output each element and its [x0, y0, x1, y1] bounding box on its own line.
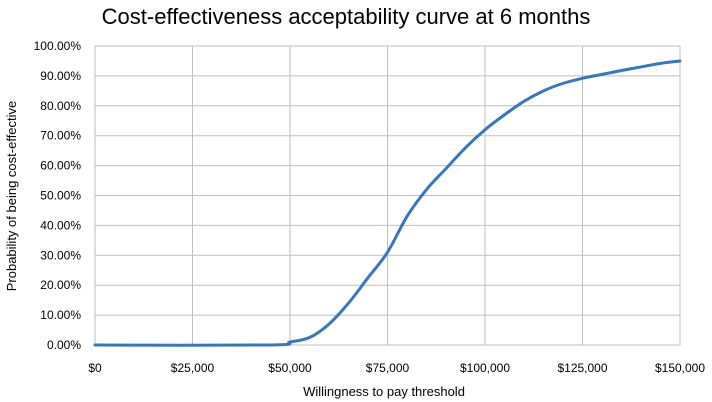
x-tick-label: $150,000: [655, 361, 705, 375]
series-line: [93, 59, 682, 347]
x-axis-ticks: $0 $25,000 $50,000 $75,000 $100,000 $125,000 $…: [88, 361, 705, 375]
y-tick-label: 50.00%: [40, 189, 81, 203]
series-layer: [93, 59, 682, 347]
x-axis-title: Willingness to pay threshold: [303, 384, 465, 399]
y-axis-ticks: 0.00% 10.00% 20.00% 30.00% 40.00% 50.00% 60.00…: [34, 39, 82, 352]
x-tick-label: $100,000: [460, 361, 510, 375]
x-tick-label: $25,000: [171, 361, 215, 375]
y-tick-label: 80.00%: [40, 99, 81, 113]
x-tick-label: $125,000: [557, 361, 607, 375]
y-tick-label: 70.00%: [40, 129, 81, 143]
y-tick-label: 0.00%: [47, 338, 81, 352]
chart-title: Cost-effectiveness acceptability curve a…: [102, 4, 591, 29]
grid-lines: [94, 45, 681, 346]
y-tick-label: 20.00%: [40, 278, 81, 292]
plot-frame: [94, 45, 681, 346]
y-tick-label: 40.00%: [40, 218, 81, 232]
y-tick-label: 10.00%: [40, 308, 81, 322]
x-tick-label: $50,000: [268, 361, 312, 375]
y-tick-label: 60.00%: [40, 159, 81, 173]
y-tick-label: 90.00%: [40, 69, 81, 83]
y-axis-title: Probability of being cost-effective: [4, 101, 19, 292]
x-tick-label: $75,000: [366, 361, 410, 375]
y-tick-label: 100.00%: [34, 39, 82, 53]
x-tick-label: $0: [88, 361, 102, 375]
y-tick-label: 30.00%: [40, 248, 81, 262]
